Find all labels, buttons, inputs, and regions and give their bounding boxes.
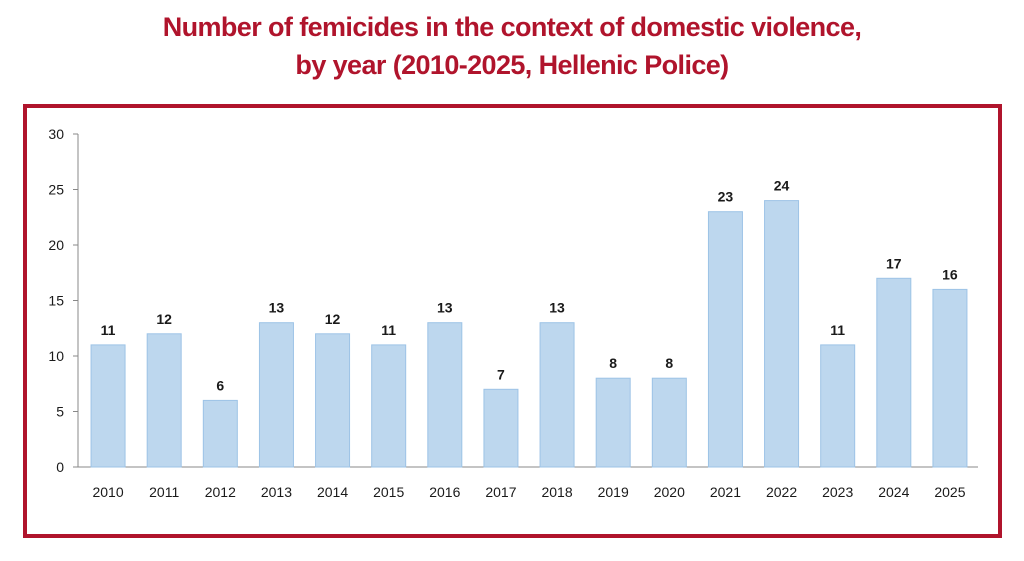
x-tick-label-2017: 2017 — [485, 484, 516, 500]
data-label-2021: 23 — [718, 189, 734, 205]
chart-title-line-2: by year (2010-2025, Hellenic Police) — [295, 50, 729, 80]
x-tick-label-2021: 2021 — [710, 484, 741, 500]
bar-2014 — [315, 333, 351, 468]
x-tick-label-2012: 2012 — [205, 484, 236, 500]
y-tick-label: 10 — [48, 348, 64, 364]
data-label-2019: 8 — [609, 355, 617, 371]
bar-2017 — [483, 388, 519, 468]
x-tick-label-2024: 2024 — [878, 484, 909, 500]
data-label-2022: 24 — [774, 178, 790, 194]
x-tick-label-2025: 2025 — [934, 484, 965, 500]
x-tick-label-2013: 2013 — [261, 484, 292, 500]
bar-2019 — [595, 377, 631, 468]
bar-2016 — [427, 322, 463, 468]
bar-2013 — [258, 322, 294, 468]
data-label-2024: 17 — [886, 255, 902, 271]
bar-2018 — [539, 322, 575, 468]
bar-2015 — [371, 344, 407, 468]
data-label-2023: 11 — [830, 322, 845, 338]
x-tick-label-2019: 2019 — [598, 484, 629, 500]
data-label-2010: 11 — [101, 322, 116, 338]
x-tick-label-2011: 2011 — [149, 484, 179, 500]
y-tick-label: 30 — [48, 126, 64, 142]
bar-2025 — [932, 288, 968, 468]
data-label-2014: 12 — [325, 311, 341, 327]
data-label-2020: 8 — [665, 355, 673, 371]
data-label-2025: 16 — [942, 266, 958, 282]
bar-2023 — [820, 344, 856, 468]
data-label-2012: 6 — [216, 377, 224, 393]
chart-title: Number of femicides in the context of do… — [0, 8, 1024, 84]
data-label-2018: 13 — [549, 300, 565, 316]
x-tick-label-2022: 2022 — [766, 484, 797, 500]
data-label-2013: 13 — [269, 300, 285, 316]
data-label-2011: 12 — [156, 311, 172, 327]
bar-2012 — [202, 399, 238, 468]
y-tick-label: 25 — [48, 182, 64, 198]
x-tick-label-2016: 2016 — [429, 484, 460, 500]
y-tick-label: 15 — [48, 293, 64, 309]
data-label-2015: 11 — [381, 322, 396, 338]
data-label-2016: 13 — [437, 300, 453, 316]
chart-title-line-1: Number of femicides in the context of do… — [162, 12, 862, 42]
x-tick-label-2010: 2010 — [92, 484, 123, 500]
x-tick-label-2018: 2018 — [541, 484, 572, 500]
x-tick-label-2015: 2015 — [373, 484, 404, 500]
data-label-2017: 7 — [497, 366, 505, 382]
bar-2021 — [707, 211, 743, 468]
x-tick-label-2014: 2014 — [317, 484, 348, 500]
bar-2010 — [90, 344, 126, 468]
bar-2011 — [146, 333, 182, 468]
bar-2024 — [876, 277, 912, 468]
x-tick-label-2020: 2020 — [654, 484, 685, 500]
bar-2020 — [651, 377, 687, 468]
y-tick-label: 5 — [56, 404, 64, 420]
y-tick-label: 20 — [48, 237, 64, 253]
bar-2022 — [764, 200, 800, 468]
y-tick-label: 0 — [56, 459, 64, 475]
x-tick-label-2023: 2023 — [822, 484, 853, 500]
